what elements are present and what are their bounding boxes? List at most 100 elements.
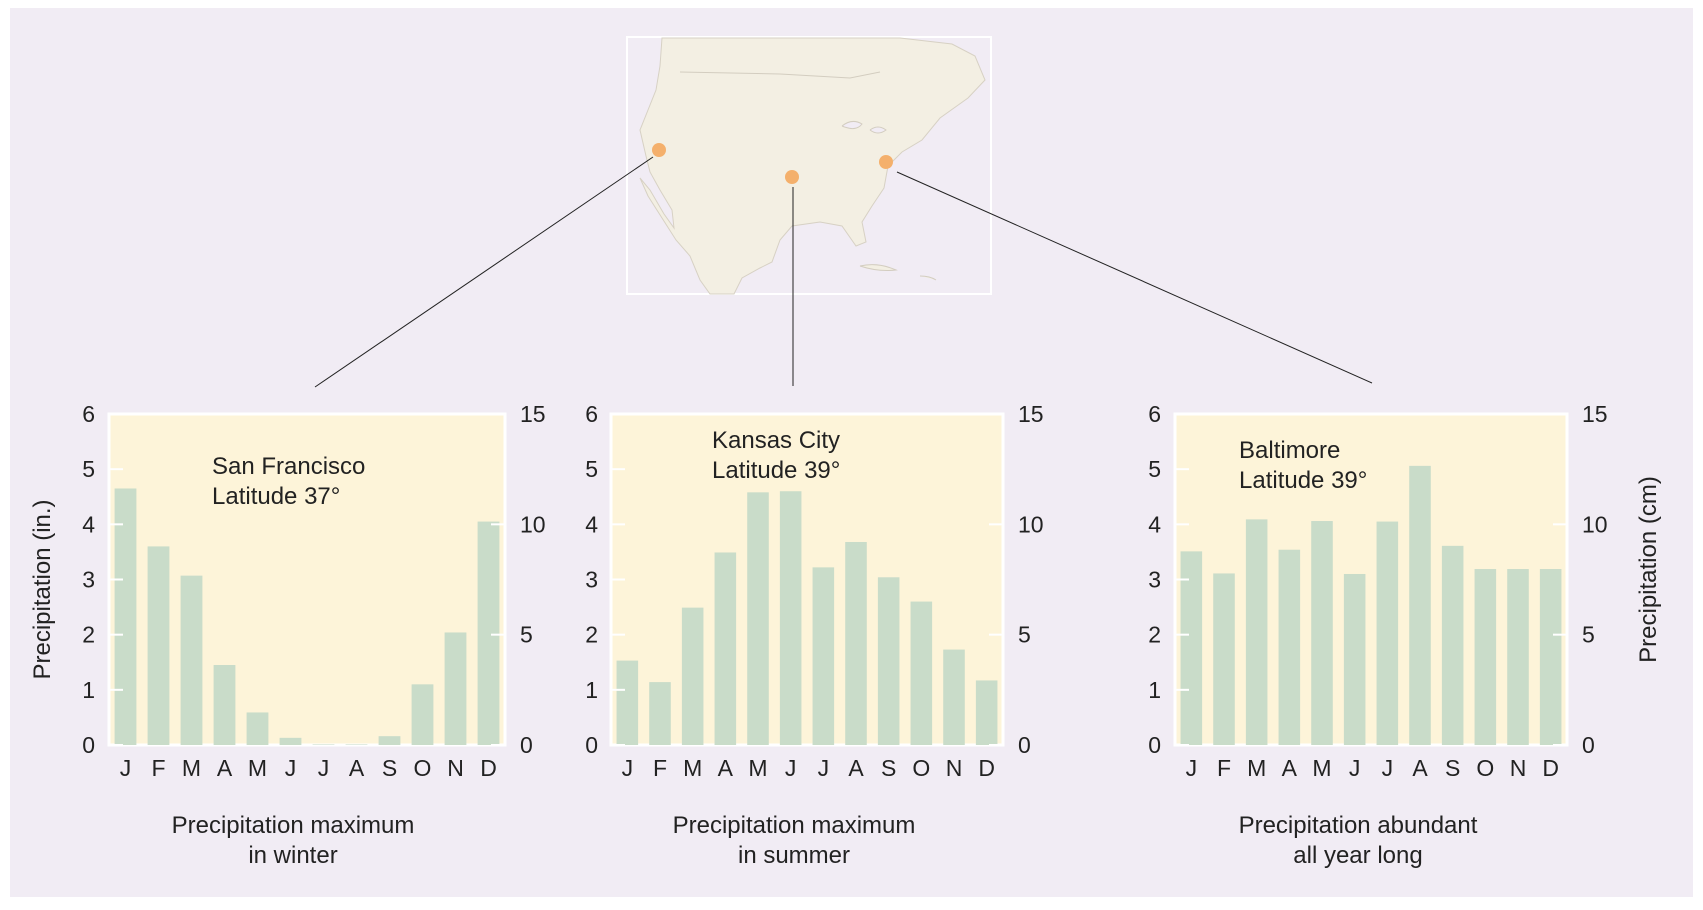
y2-axis-title: Precipitation (cm) [1635,476,1662,663]
x-tick-label: J [318,755,330,781]
bar [1507,569,1529,745]
x-tick-label: M [182,755,201,781]
x-tick-label: J [1382,755,1394,781]
chart-caption-line2: in winter [248,842,337,869]
bar [649,682,671,745]
map-border-line [679,71,881,79]
y-tick-label: 4 [82,511,95,537]
y2-tick-label: 15 [1582,401,1608,427]
x-tick-label: D [480,755,497,781]
bar [477,521,500,745]
y2-tick-label: 10 [1582,511,1608,537]
plot-area [107,412,507,747]
x-tick-label: F [1217,755,1231,781]
x-tick-label: D [1542,755,1559,781]
bar [975,680,998,745]
y-tick-label: 1 [1148,677,1161,703]
bar [779,491,802,745]
bar [681,607,704,745]
y2-tick-label: 0 [1582,732,1595,758]
x-tick-label: A [848,755,864,781]
city-latitude: Latitude 37° [212,483,340,510]
bar [1441,545,1464,745]
map-great-lakes [841,120,887,134]
x-tick-label: A [1282,755,1298,781]
y-tick-label: 3 [82,567,95,593]
x-tick-label: J [818,755,830,781]
y-tick-label: 2 [1148,622,1161,648]
bar [444,632,467,745]
bar [1474,569,1497,745]
y-tick-label: 3 [585,567,598,593]
bar [1539,569,1562,745]
city-marker-san-francisco [652,143,666,157]
y2-tick-label: 5 [1582,622,1595,648]
x-tick-label: A [349,755,365,781]
x-tick-label: J [622,755,634,781]
bar [1409,465,1431,745]
x-tick-label: F [151,755,165,781]
y-tick-label: 0 [82,732,95,758]
y-tick-label: 1 [585,677,598,703]
bar [411,684,434,745]
y-tick-label: 6 [585,401,598,427]
x-tick-label: A [718,755,734,781]
chart-caption-line1: Precipitation abundant [1239,812,1478,839]
bar [246,712,269,745]
chart-caption-line1: Precipitation maximum [673,812,916,839]
north-america-map [626,36,992,295]
y-tick-label: 5 [82,456,95,482]
y-tick-label: 5 [585,456,598,482]
chart-panel-3: J F M A M J J A S O N D0123456051015BaltimoreLatitu… [1148,401,1662,869]
y-tick-label: 0 [585,732,598,758]
city-marker-kansas-city [785,170,799,184]
x-tick-label: S [1445,755,1460,781]
y2-tick-label: 5 [520,622,533,648]
x-tick-label: O [1476,755,1494,781]
y-tick-label: 6 [82,401,95,427]
bar [1180,551,1203,745]
x-tick-label: M [1312,755,1331,781]
bar [279,737,302,745]
x-tick-label: M [748,755,767,781]
city-marker-baltimore [879,155,893,169]
city-latitude: Latitude 39° [1239,467,1367,494]
city-latitude: Latitude 39° [712,457,840,484]
y-tick-label: 5 [1148,456,1161,482]
bar [114,488,137,745]
x-tick-label: N [946,755,963,781]
x-tick-label: A [217,755,233,781]
x-tick-label: S [881,755,896,781]
city-name: San Francisco [212,453,365,480]
x-tick-label: J [785,755,797,781]
bar [1278,549,1301,745]
y2-tick-label: 5 [1018,622,1031,648]
bar [213,665,236,745]
chart-caption-line2: all year long [1293,842,1422,869]
map-landmass [639,37,986,295]
chart-caption-line2: in summer [738,842,850,869]
map-caribbean-islands [859,264,937,281]
x-tick-label: O [912,755,930,781]
x-tick-label: J [1349,755,1361,781]
bar [877,577,900,745]
x-tick-label: S [382,755,397,781]
bar [1343,573,1366,745]
chart-caption-line1: Precipitation maximum [172,812,415,839]
bar [378,736,401,745]
y-axis-title: Precipitation (in.) [29,499,56,679]
y-tick-label: 4 [585,511,598,537]
x-tick-label: J [120,755,132,781]
bar [943,649,965,745]
plot-area [609,412,1005,747]
bar [147,546,170,745]
x-tick-label: O [414,755,432,781]
y-tick-label: 1 [82,677,95,703]
y2-tick-label: 0 [520,732,533,758]
x-tick-label: F [653,755,667,781]
connector-san-francisco [314,156,654,388]
x-tick-label: M [248,755,267,781]
